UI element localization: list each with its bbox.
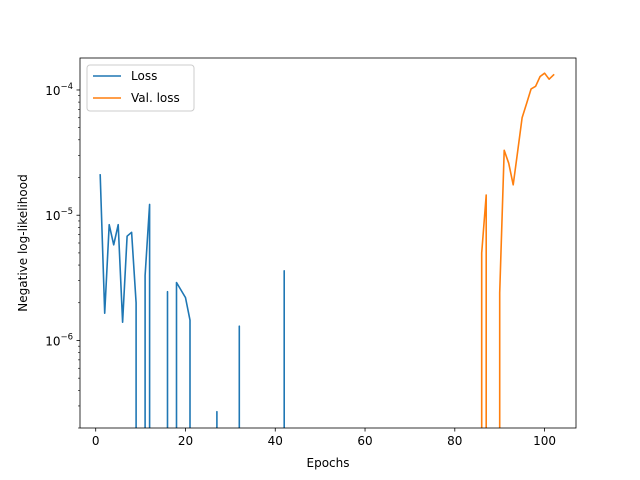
x-tick-label: 60 — [357, 434, 372, 448]
plot-frame — [79, 57, 577, 429]
plot-area — [80, 58, 576, 428]
y-axis-ticks: 10−6 10−5 10−4 — [45, 82, 80, 429]
legend: Loss Val. loss — [86, 64, 195, 112]
x-axis-label: Epochs — [307, 456, 350, 470]
x-tick-label: 0 — [92, 434, 100, 448]
y-tick-label: 10−4 — [45, 82, 73, 98]
x-tick-label: 80 — [447, 434, 462, 448]
x-tick-label: 20 — [178, 434, 193, 448]
series-line-val-loss — [480, 72, 555, 428]
y-tick-label: 10−5 — [45, 207, 73, 223]
legend-label-loss: Loss — [131, 69, 157, 83]
x-axis-ticks: 0 20 40 60 80 100 — [92, 428, 556, 448]
x-tick-label: 40 — [268, 434, 283, 448]
series-line-loss — [99, 174, 285, 428]
y-axis-label: Negative log-likelihood — [16, 174, 30, 311]
y-tick-label: 10−6 — [45, 332, 73, 348]
legend-label-val-loss: Val. loss — [131, 91, 180, 105]
x-tick-label: 100 — [533, 434, 556, 448]
series-layer — [99, 72, 555, 428]
